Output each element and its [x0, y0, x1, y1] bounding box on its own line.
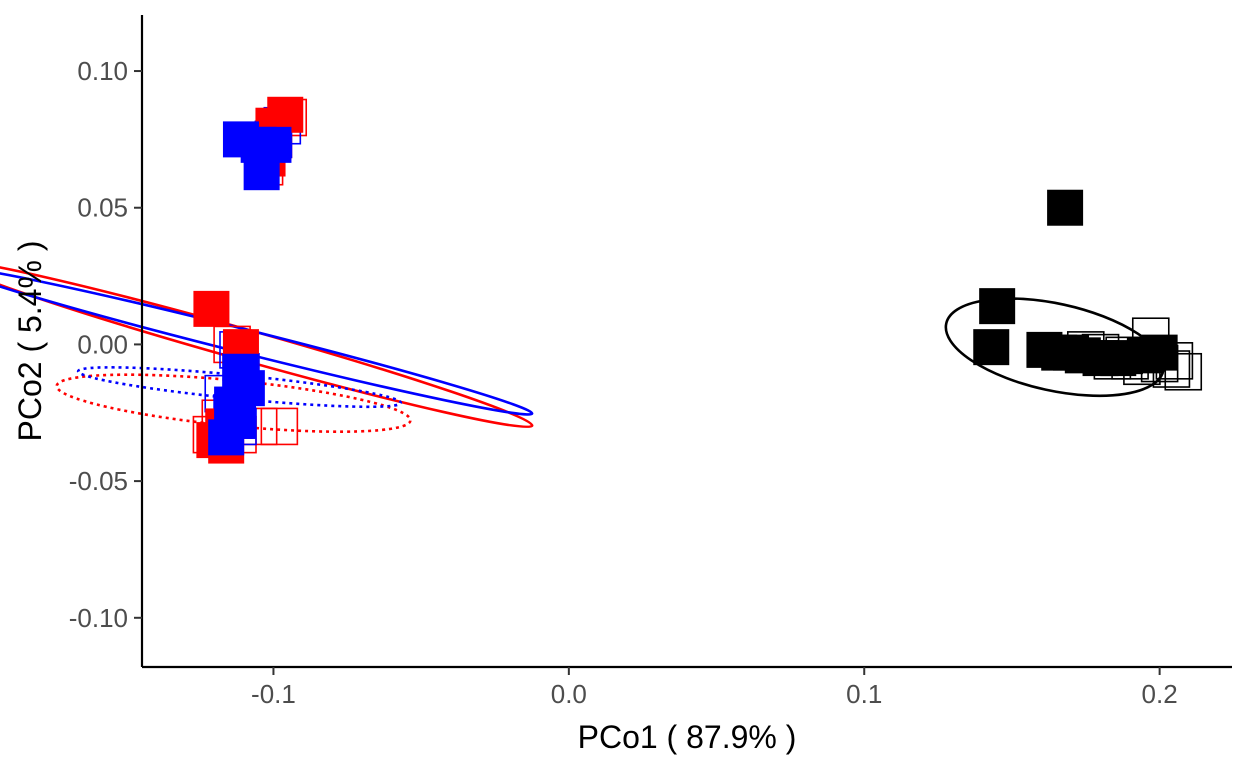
x-axis-title: PCo1 ( 87.9% ) — [578, 719, 797, 755]
data-point — [979, 288, 1016, 325]
axes — [140, 15, 1232, 669]
x-ticks: -0.1 0.0 0.1 0.2 — [251, 667, 1178, 709]
y-tick-label: -0.10 — [69, 603, 128, 633]
data-point — [260, 407, 299, 446]
confidence-ellipse — [944, 297, 1165, 398]
x-tick-label: 0.1 — [846, 679, 882, 709]
data-point — [1141, 334, 1178, 371]
data-point — [973, 329, 1010, 366]
y-ticks: -0.10 -0.05 0.00 0.05 0.10 — [69, 56, 142, 633]
x-tick-label: 0.2 — [1142, 679, 1178, 709]
data-point — [1164, 352, 1203, 391]
data-point — [208, 419, 245, 456]
data-point — [243, 154, 280, 191]
x-tick-label: 0.0 — [551, 679, 587, 709]
data-point — [1047, 189, 1084, 226]
y-axis-title: PCo2 ( 5.4% ) — [12, 241, 48, 442]
points-layer — [192, 96, 1203, 464]
y-tick-label: -0.05 — [69, 466, 128, 496]
x-tick-label: -0.1 — [251, 679, 296, 709]
y-tick-label: 0.00 — [77, 329, 128, 359]
y-tick-label: 0.10 — [77, 56, 128, 86]
data-point — [193, 290, 230, 327]
y-tick-label: 0.05 — [77, 193, 128, 223]
